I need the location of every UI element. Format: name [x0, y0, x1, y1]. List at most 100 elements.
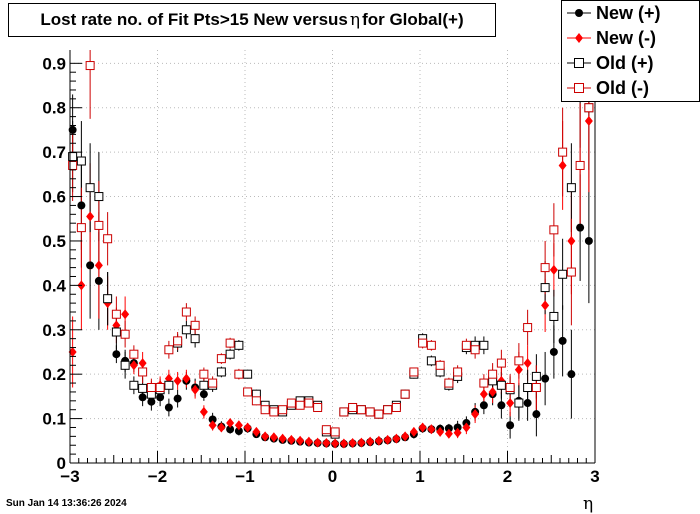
point-new	[339, 438, 348, 449]
point-new	[68, 346, 77, 357]
point-old	[409, 367, 419, 377]
point-new	[383, 434, 392, 445]
point-new	[471, 409, 480, 420]
point-old	[523, 323, 533, 333]
point-old	[418, 338, 428, 348]
point-new	[497, 401, 506, 410]
point-new	[436, 426, 445, 437]
point-old	[295, 400, 305, 410]
point-new	[191, 384, 200, 395]
point-old	[531, 371, 541, 381]
point-old	[260, 405, 270, 415]
point-new	[226, 418, 235, 429]
point-old	[313, 402, 323, 412]
point-old	[549, 225, 559, 235]
x-tick-label: 1	[415, 467, 424, 486]
point-new	[77, 201, 86, 210]
point-new	[147, 397, 156, 406]
point-old	[566, 183, 576, 193]
point-old	[111, 327, 121, 337]
point-new	[278, 433, 287, 444]
chart-title: Lost rate no. of Fit Pts>15 New versus η…	[8, 3, 496, 37]
point-old	[470, 345, 480, 355]
point-new	[584, 116, 593, 127]
point-old	[164, 345, 174, 355]
legend-label-old-plus: Old (+)	[596, 53, 654, 73]
x-tick-label: 2	[503, 467, 512, 486]
point-old	[479, 378, 489, 388]
legend: New (+) New (-) Old (+) Old (-)	[561, 0, 700, 102]
point-new	[173, 394, 182, 403]
point-new	[156, 393, 165, 402]
point-new	[348, 438, 357, 449]
point-old	[278, 405, 288, 415]
point-new	[252, 426, 261, 437]
x-tick-label: −1	[235, 467, 254, 486]
point-old	[208, 378, 218, 388]
point-old	[146, 383, 156, 393]
point-new	[261, 431, 270, 442]
point-old	[488, 369, 498, 379]
point-new	[506, 421, 515, 430]
point-new	[541, 374, 550, 383]
point-old	[234, 369, 244, 379]
point-old	[558, 147, 568, 157]
point-old	[426, 340, 436, 350]
point-new	[208, 420, 217, 431]
point-new	[576, 223, 585, 232]
point-new	[243, 422, 252, 433]
point-old	[216, 367, 226, 377]
point-old	[426, 356, 436, 366]
point-old	[304, 398, 314, 408]
legend-marker-old-plus	[567, 58, 591, 68]
point-new	[479, 389, 488, 400]
point-old	[85, 61, 95, 71]
point-new	[129, 360, 138, 371]
data-markers	[68, 61, 594, 449]
point-old	[391, 402, 401, 412]
point-new	[427, 424, 436, 435]
point-new	[444, 428, 453, 439]
point-new	[331, 438, 340, 449]
legend-label-new-minus: New (-)	[596, 28, 656, 48]
point-old	[199, 380, 209, 390]
point-old	[164, 380, 174, 390]
legend-marker-old-minus	[567, 83, 591, 93]
point-new	[138, 393, 147, 402]
point-new	[549, 264, 558, 275]
point-old	[129, 380, 139, 390]
point-old	[103, 234, 113, 244]
point-old	[374, 409, 384, 419]
point-old	[181, 325, 191, 335]
point-old	[286, 398, 296, 408]
point-old	[251, 396, 261, 406]
point-new	[532, 410, 541, 419]
point-old	[558, 269, 568, 279]
point-new	[567, 370, 576, 379]
point-new	[164, 403, 173, 412]
y-tick-label: 0.6	[42, 188, 66, 207]
point-old	[339, 407, 349, 417]
point-new	[234, 427, 243, 436]
point-old	[94, 192, 104, 202]
point-old	[199, 369, 209, 379]
point-old	[496, 380, 506, 390]
point-new	[357, 437, 366, 448]
point-old	[243, 369, 253, 379]
point-new	[86, 261, 95, 270]
point-new	[269, 432, 278, 443]
axes	[69, 50, 596, 464]
point-new	[296, 435, 305, 446]
legend-label-new-plus: New (+)	[596, 3, 661, 23]
point-new	[94, 260, 103, 271]
point-new	[199, 406, 208, 417]
y-tick-label: 0.7	[42, 143, 66, 162]
legend-entry-new-plus: New (+)	[562, 1, 700, 26]
point-old	[111, 309, 121, 319]
point-old	[531, 383, 541, 393]
point-old	[566, 267, 576, 277]
legend-entry-old-plus: Old (+)	[562, 51, 700, 76]
point-old	[225, 338, 235, 348]
point-old	[461, 340, 471, 350]
point-old	[103, 294, 113, 304]
